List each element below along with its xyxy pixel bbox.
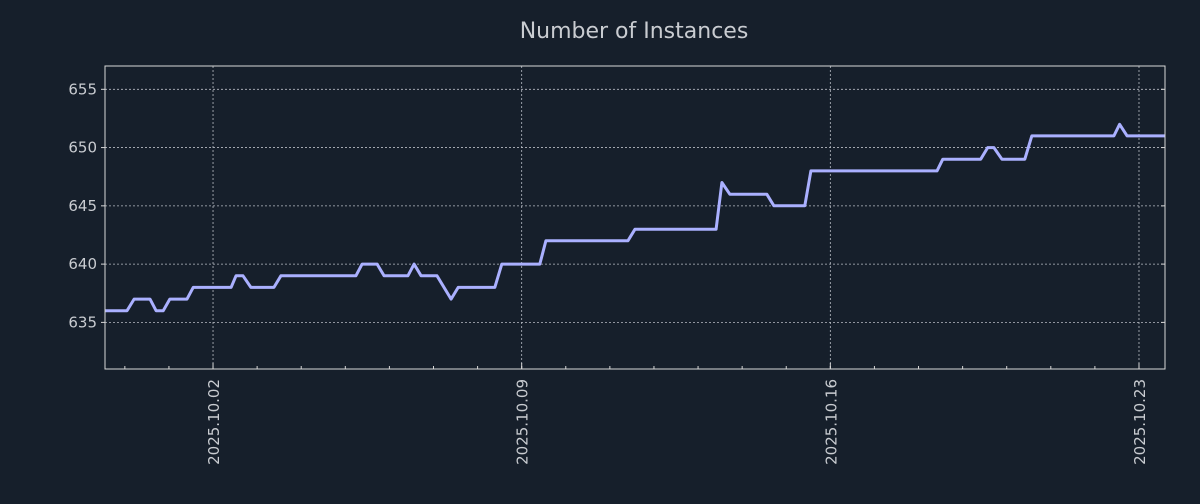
axis-ticks: 635 640 645 650 655 2025.10.02 2025.10.09 2025.… <box>68 80 1165 465</box>
grid <box>105 66 1165 369</box>
y-tick-label: 635 <box>68 313 97 331</box>
x-tick-label: 2025.10.02 <box>205 379 223 465</box>
series-line-instances <box>105 122 1165 313</box>
y-tick-label: 650 <box>68 139 97 157</box>
y-tick-label: 655 <box>68 80 97 98</box>
x-tick-label: 2025.10.16 <box>822 379 840 465</box>
plot-frame <box>104 65 1166 370</box>
series-lines <box>105 122 1165 313</box>
x-tick-label: 2025.10.09 <box>514 379 532 465</box>
chart-title: Number of Instances <box>520 19 749 44</box>
y-tick-label: 645 <box>68 197 97 215</box>
x-tick-label: 2025.10.23 <box>1131 379 1149 465</box>
y-tick-label: 640 <box>68 255 97 273</box>
